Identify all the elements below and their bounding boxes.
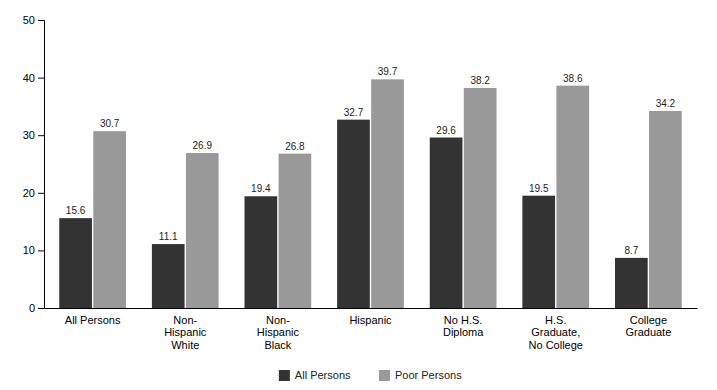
data-label: 38.2 (470, 75, 490, 86)
bar (430, 138, 463, 308)
bar (649, 111, 682, 308)
tick-mark (38, 308, 44, 309)
axis-line (45, 308, 698, 309)
bar (337, 120, 370, 308)
tick-label: H.S.Graduate,No College (529, 314, 583, 351)
data-label: 26.8 (285, 141, 305, 152)
tick-label-line: Non- (173, 314, 197, 326)
tick-label-line: H.S. (545, 314, 566, 326)
tick-label: Non-HispanicBlack (257, 314, 300, 351)
tick-label-line: College (630, 314, 667, 326)
tick-label-line: Hispanic (257, 326, 300, 338)
tick-label-line: Hispanic (349, 314, 392, 326)
x-tick: All Persons (65, 308, 121, 326)
data-label: 8.7 (624, 245, 638, 256)
data-label: 19.5 (529, 183, 549, 194)
plot: 0 10 20 30 40 50 15.6 11.1 19.4 32.7 29.6 19.5 8.7 30… (23, 14, 698, 351)
x-axis: All PersonsNon-HispanicWhiteNon-Hispanic… (45, 308, 698, 351)
data-label: 39.7 (378, 66, 398, 77)
bar (279, 154, 312, 308)
tick-label-line: Black (264, 339, 291, 351)
data-label: 34.2 (656, 98, 676, 109)
tick-label-line: Non- (266, 314, 290, 326)
legend-swatch (379, 370, 390, 381)
tick-label-line: White (171, 339, 199, 351)
tick-label: Hispanic (349, 314, 392, 326)
y-tick: 10 (23, 244, 44, 256)
data-label: 15.6 (66, 205, 86, 216)
data-label: 32.7 (344, 107, 364, 118)
tick-label: 0 (29, 302, 35, 314)
bar (93, 131, 126, 308)
tick-label-line: Diploma (443, 326, 484, 338)
tick-mark (38, 78, 44, 79)
bars (59, 79, 681, 308)
chart: 0 10 20 30 40 50 15.6 11.1 19.4 32.7 29.6 19.5 8.7 30… (0, 0, 717, 390)
legend-swatch (279, 370, 290, 381)
data-label: 11.1 (159, 231, 178, 242)
data-label: 26.9 (193, 140, 213, 151)
tick-label: 40 (23, 72, 35, 84)
bar (522, 196, 555, 308)
x-tick: CollegeGraduate (625, 308, 671, 338)
x-tick: No H.S.Diploma (443, 308, 484, 338)
tick-mark (38, 20, 44, 21)
bar (186, 153, 219, 308)
data-label: 38.6 (563, 73, 583, 84)
data-label: 30.7 (100, 118, 120, 129)
legend-label: Poor Persons (395, 369, 462, 381)
y-tick: 50 (23, 14, 44, 26)
bar (556, 86, 589, 308)
x-tick: Hispanic (349, 308, 392, 326)
tick-label-line: Graduate (625, 326, 671, 338)
legend-item: Poor Persons (379, 369, 462, 381)
tick-label-line: All Persons (65, 314, 121, 326)
tick-label: Non-HispanicWhite (164, 314, 207, 351)
y-tick: 40 (23, 72, 44, 84)
bar (245, 196, 278, 308)
x-tick: Non-HispanicWhite (164, 308, 207, 351)
tick-mark (38, 250, 44, 251)
tick-label-line: No H.S. (444, 314, 483, 326)
tick-label-line: Graduate, (531, 326, 580, 338)
tick-label: 20 (23, 187, 35, 199)
tick-mark (38, 135, 44, 136)
legend-label: All Persons (295, 369, 351, 381)
bar (464, 88, 497, 308)
x-tick: Non-HispanicBlack (257, 308, 300, 351)
legend: All Persons Poor Persons (279, 369, 462, 381)
x-tick: H.S.Graduate,No College (529, 308, 583, 351)
y-tick: 30 (23, 129, 44, 141)
tick-label: 10 (23, 244, 35, 256)
y-tick: 0 (29, 302, 44, 314)
tick-label-line: Hispanic (164, 326, 207, 338)
bar (615, 258, 648, 308)
data-label: 29.6 (436, 125, 456, 136)
tick-mark (38, 193, 44, 194)
tick-label: No H.S.Diploma (443, 314, 484, 339)
y-tick: 20 (23, 187, 44, 199)
tick-label: 50 (23, 14, 35, 26)
bar (152, 244, 185, 308)
tick-label: 30 (23, 129, 35, 141)
bar (371, 79, 404, 308)
bar (59, 218, 92, 308)
data-labels: 15.6 11.1 19.4 32.7 29.6 19.5 8.7 30.7 26.9 26.8 3… (66, 66, 676, 256)
tick-label: All Persons (65, 314, 121, 326)
data-label: 19.4 (251, 183, 271, 194)
y-axis: 0 10 20 30 40 50 (23, 14, 45, 314)
tick-label-line: No College (529, 339, 583, 351)
axis-line (38, 21, 45, 309)
tick-label: CollegeGraduate (625, 314, 671, 339)
legend-item: All Persons (279, 369, 351, 381)
